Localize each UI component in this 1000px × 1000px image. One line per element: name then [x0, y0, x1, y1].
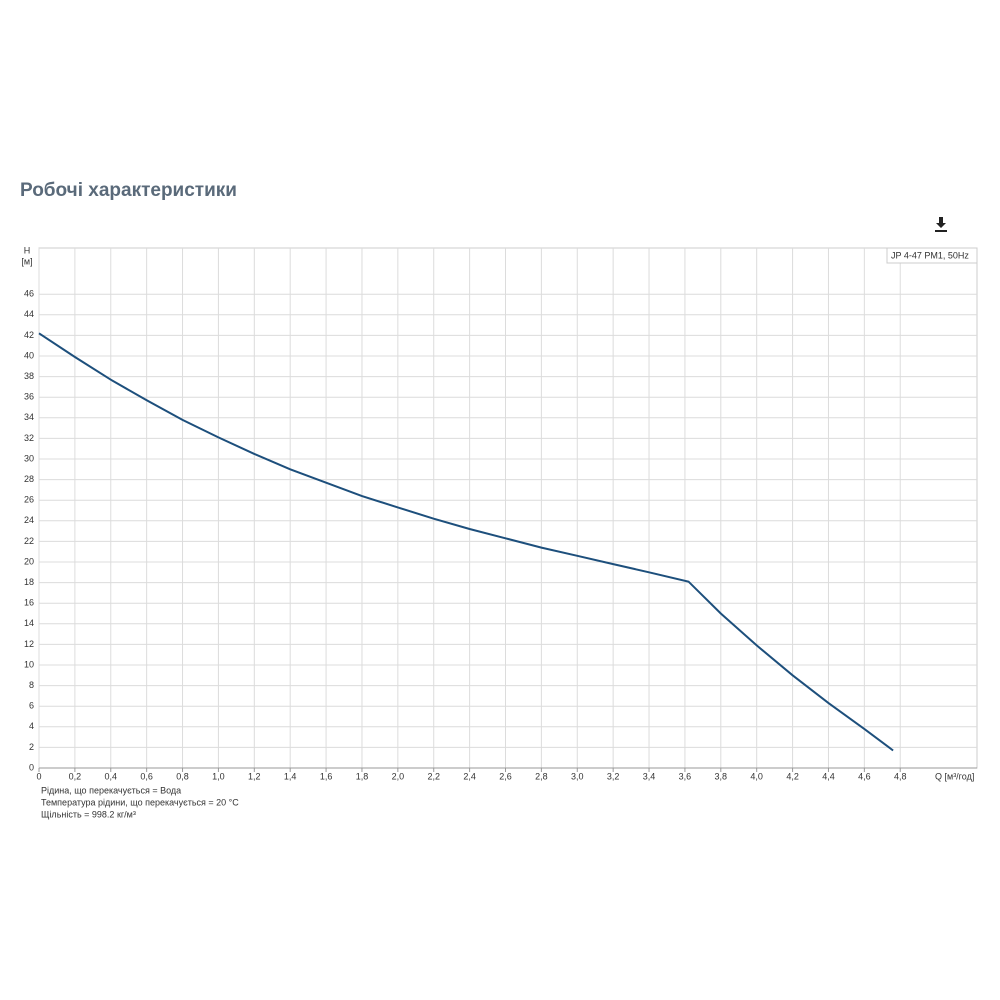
y-tick-label: 38 — [24, 371, 34, 381]
x-tick-label: 1,6 — [320, 771, 333, 781]
x-tick-label: 2,0 — [392, 771, 405, 781]
y-tick-label: 16 — [24, 598, 34, 608]
x-tick-label: 0,8 — [176, 771, 189, 781]
y-tick-label: 40 — [24, 350, 34, 360]
note: Температура рідини, що перекачується = 2… — [41, 797, 239, 807]
y-tick-label: 20 — [24, 556, 34, 566]
x-axis-label: Q [м³/год] — [935, 771, 974, 781]
x-tick-label: 2,8 — [535, 771, 548, 781]
plot-area — [38, 247, 978, 769]
x-tick-label: 1,2 — [248, 771, 261, 781]
y-tick-label: 42 — [24, 330, 34, 340]
x-tick-label: 4,8 — [894, 771, 907, 781]
x-tick-label: 3,0 — [571, 771, 584, 781]
x-tick-label: 1,0 — [212, 771, 225, 781]
x-tick-label: 2,6 — [499, 771, 512, 781]
y-tick-label: 22 — [24, 536, 34, 546]
y-tick-label: 18 — [24, 577, 34, 587]
y-tick-label: 14 — [24, 618, 34, 628]
x-tick-label: 3,8 — [715, 771, 728, 781]
data-line — [38, 332, 894, 752]
x-tick-label: 2,4 — [463, 771, 476, 781]
download-icon-base[interactable] — [935, 230, 947, 232]
legend-box — [886, 247, 978, 264]
y-tick-label: 4 — [29, 721, 34, 731]
y-tick-label: 12 — [24, 639, 34, 649]
x-tick-label: 1,4 — [284, 771, 297, 781]
y-tick-label: 28 — [24, 474, 34, 484]
y-tick-label: 34 — [24, 412, 34, 422]
download-icon[interactable] — [936, 217, 946, 228]
x-tick-label: 4,0 — [750, 771, 763, 781]
x-tick-label: 4,6 — [858, 771, 871, 781]
note: Рідина, що перекачується = Вода — [41, 785, 181, 795]
legend-label: JP 4-47 PM1, 50Hz — [891, 250, 969, 260]
y-tick-label: 46 — [24, 289, 34, 299]
y-tick-label: 30 — [24, 453, 34, 463]
x-tick-label: 0,2 — [69, 771, 82, 781]
x-tick-label: 3,2 — [607, 771, 620, 781]
y-tick-label: 32 — [24, 433, 34, 443]
x-tick-label: 2,2 — [427, 771, 440, 781]
y-axis-label: H — [24, 245, 31, 255]
y-tick-label: 36 — [24, 392, 34, 402]
y-tick-label: 44 — [24, 309, 34, 319]
y-tick-label: 26 — [24, 495, 34, 505]
x-tick-label: 3,6 — [679, 771, 692, 781]
x-tick-label: 3,4 — [643, 771, 656, 781]
x-tick-label: 0,6 — [140, 771, 153, 781]
chart-title: Робочі характеристики — [20, 180, 237, 201]
x-tick-label: 1,8 — [356, 771, 369, 781]
x-tick-label: 4,4 — [822, 771, 835, 781]
x-tick-label: 0 — [36, 771, 41, 781]
y-tick-label: 24 — [24, 515, 34, 525]
y-tick-label: 8 — [29, 680, 34, 690]
y-tick-label: 10 — [24, 659, 34, 669]
y-tick-label: 0 — [29, 762, 34, 772]
download-button[interactable] — [935, 217, 947, 232]
note: Щільність = 998.2 кг/м³ — [41, 809, 136, 819]
x-tick-label: 0,4 — [105, 771, 118, 781]
y-axis-unit: [м] — [21, 256, 32, 266]
y-tick-label: 6 — [29, 701, 34, 711]
y-tick-label: 2 — [29, 742, 34, 752]
x-tick-label: 4,2 — [786, 771, 799, 781]
